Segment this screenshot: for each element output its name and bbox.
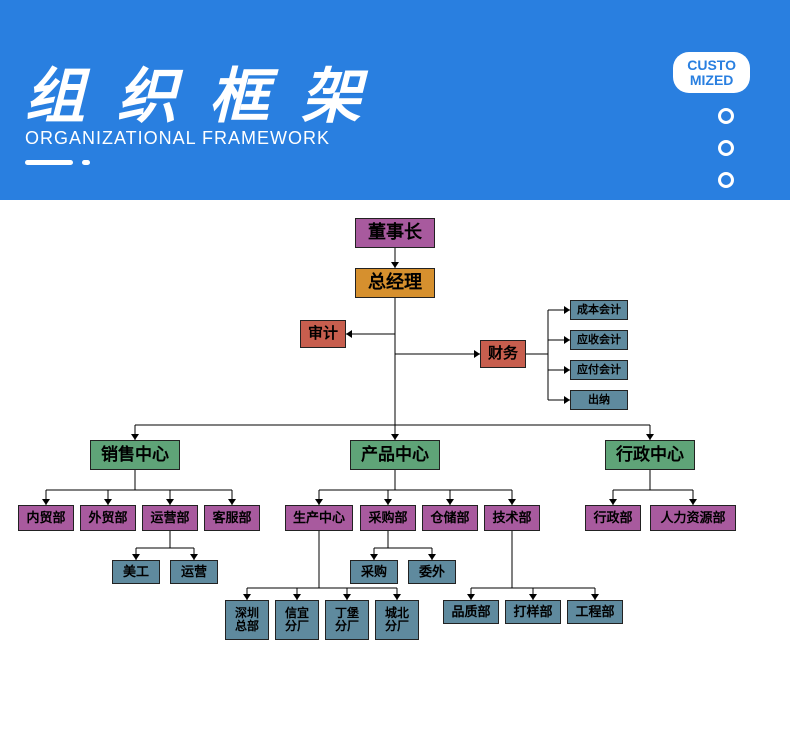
node-s3a: 美工 [112, 560, 160, 584]
node-p4: 技术部 [484, 505, 540, 531]
node-chairman: 董事长 [355, 218, 435, 248]
node-s1: 内贸部 [18, 505, 74, 531]
node-gm: 总经理 [355, 268, 435, 298]
node-p2a: 采购 [350, 560, 398, 584]
dot-icon [718, 140, 734, 156]
node-p2b: 委外 [408, 560, 456, 584]
node-a2: 人力资源部 [650, 505, 736, 531]
decorative-dots [718, 108, 734, 188]
title-underline [25, 160, 73, 165]
node-fin1: 成本会计 [570, 300, 628, 320]
title-chinese: 组织框架 [25, 48, 393, 135]
org-chart: 董事长总经理审计财务 成本会计应收会计应付会计出纳销售中心 产品中心 行政中心内贸部外… [0, 200, 790, 751]
node-p1c: 丁堡 分厂 [325, 600, 369, 640]
node-p1b: 信宜 分厂 [275, 600, 319, 640]
node-fin4: 出纳 [570, 390, 628, 410]
title-underline-dot [82, 160, 90, 165]
dot-icon [718, 108, 734, 124]
node-s3: 运营部 [142, 505, 198, 531]
node-audit: 审计 [300, 320, 346, 348]
node-fin2: 应收会计 [570, 330, 628, 350]
dot-icon [718, 172, 734, 188]
node-p4c: 工程部 [567, 600, 623, 624]
node-p1a: 深圳 总部 [225, 600, 269, 640]
node-s2: 外贸部 [80, 505, 136, 531]
node-p1: 生产中心 [285, 505, 353, 531]
node-sales: 销售中心 [90, 440, 180, 470]
node-a1: 行政部 [585, 505, 641, 531]
node-fin3: 应付会计 [570, 360, 628, 380]
badge-line2: MIZED [690, 72, 734, 88]
node-p2: 采购部 [360, 505, 416, 531]
node-p3: 仓储部 [422, 505, 478, 531]
node-p1d: 城北 分厂 [375, 600, 419, 640]
node-p4a: 品质部 [443, 600, 499, 624]
node-finance: 财务 [480, 340, 526, 368]
node-admin: 行政中心 [605, 440, 695, 470]
customized-badge: CUSTO MIZED [673, 52, 750, 93]
badge-line1: CUSTO [687, 57, 736, 73]
title-english: ORGANIZATIONAL FRAMEWORK [25, 128, 330, 149]
node-product: 产品中心 [350, 440, 440, 470]
node-p4b: 打样部 [505, 600, 561, 624]
node-s3b: 运营 [170, 560, 218, 584]
node-s4: 客服部 [204, 505, 260, 531]
header-banner: 组织框架 ORGANIZATIONAL FRAMEWORK CUSTO MIZE… [0, 0, 790, 200]
